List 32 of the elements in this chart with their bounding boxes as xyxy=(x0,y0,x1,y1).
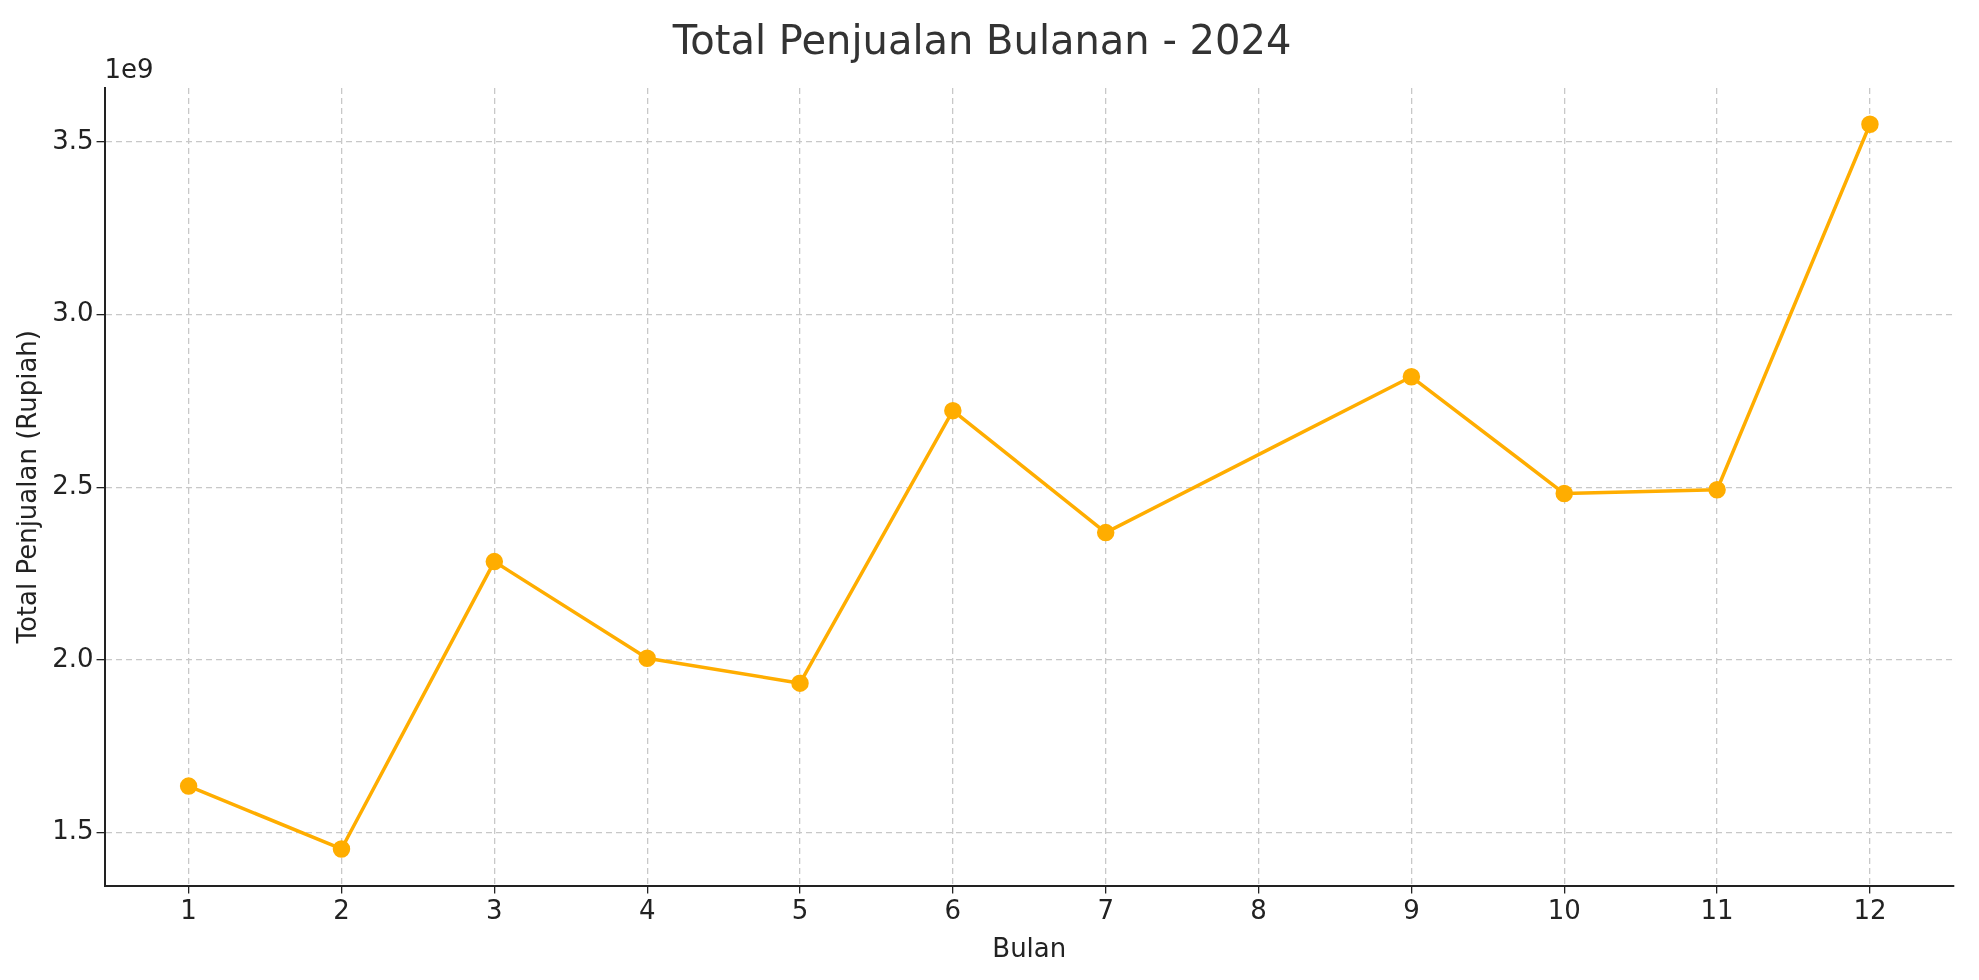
point xyxy=(944,401,962,420)
y-axis-title: Total Penjualan (Rupiah) xyxy=(12,330,43,645)
x-tick-label: 10 xyxy=(1547,894,1581,925)
y-tick-label: 3.0 xyxy=(52,297,94,328)
x-tick-label: 5 xyxy=(791,894,809,925)
point xyxy=(179,777,198,795)
y-tick-label: 1.5 xyxy=(52,815,94,846)
text: 1e9 xyxy=(104,53,154,84)
y-tick-label: 2.5 xyxy=(52,470,94,501)
x-tick-label: 12 xyxy=(1853,894,1887,925)
x-tick-label: 6 xyxy=(944,894,962,925)
point xyxy=(1402,368,1421,386)
x-axis-title: Bulan xyxy=(992,933,1067,964)
point xyxy=(638,649,656,668)
x-tick-label: 11 xyxy=(1700,894,1734,925)
x-tick-label: 7 xyxy=(1097,894,1114,925)
x-tick-label: 9 xyxy=(1403,894,1420,925)
y-tick-label: 3.5 xyxy=(52,124,94,155)
point xyxy=(791,674,809,692)
point xyxy=(1555,484,1573,503)
x-tick-label: 4 xyxy=(638,894,656,925)
point xyxy=(1096,523,1115,542)
x-tick-label: 2 xyxy=(333,894,350,925)
point xyxy=(1861,115,1879,134)
y-tick-label: 2.0 xyxy=(52,642,94,673)
x-tick-label: 8 xyxy=(1250,894,1267,925)
point xyxy=(332,840,351,858)
point xyxy=(485,552,504,571)
point xyxy=(1708,480,1726,499)
x-tick-label: 3 xyxy=(486,894,503,925)
chart-title: Total Penjualan Bulanan - 2024 xyxy=(671,17,1292,64)
x-tick-label: 1 xyxy=(180,894,197,925)
